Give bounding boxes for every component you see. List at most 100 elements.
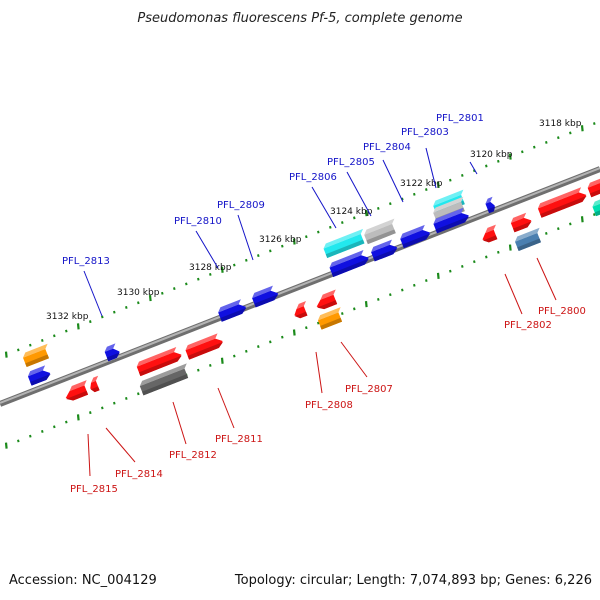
gene-top-face [252, 285, 273, 299]
gene-top-face [91, 375, 99, 383]
inner-minor-tick [557, 227, 560, 231]
outer-minor-tick [305, 235, 308, 239]
gene-pfl-2810 [218, 299, 247, 322]
outer-minor-tick [161, 291, 164, 295]
outer-major-tick [220, 266, 224, 273]
gene-label-bottom: PFL_2815 [70, 484, 118, 495]
gene-top-face [185, 333, 218, 351]
inner-minor-tick [17, 439, 20, 443]
inner-tick-track [4, 213, 596, 449]
leader-line-top [469, 161, 478, 175]
gene-top-face [329, 250, 364, 268]
gene-pfl-2807 [317, 307, 343, 330]
outer-minor-tick [257, 254, 260, 258]
outer-minor-tick [17, 348, 20, 352]
gene-shadow [294, 311, 308, 319]
outer-minor-tick [389, 202, 392, 206]
outer-major-tick [508, 153, 512, 160]
gene-red-2800a [510, 212, 532, 233]
gene-shadow [66, 390, 89, 401]
gene-top-face [433, 189, 464, 206]
inner-major-tick [580, 216, 584, 223]
outer-minor-tick [53, 334, 56, 338]
outer-minor-tick [197, 277, 200, 281]
inner-major-tick [76, 414, 80, 421]
inner-major-tick [364, 301, 368, 308]
inner-minor-tick [53, 425, 56, 429]
gene-shadow [482, 235, 498, 243]
inner-minor-tick [389, 293, 392, 297]
inner-minor-tick [317, 321, 320, 325]
gene-red-edge [587, 177, 600, 198]
outer-major-tick [76, 323, 80, 330]
outer-minor-tick [317, 230, 320, 234]
gene-red-right [537, 187, 587, 218]
inner-minor-tick [257, 345, 260, 349]
gene-top-face [364, 218, 395, 235]
gene-top-face [433, 196, 464, 213]
leader-line-top [195, 230, 219, 269]
inner-minor-tick [377, 298, 380, 301]
inner-minor-tick [89, 411, 92, 415]
gene-label-top: PFL_2810 [174, 216, 222, 227]
gene-top-face [485, 224, 496, 234]
outer-major-tick [292, 238, 296, 245]
outer-minor-tick [245, 258, 248, 262]
gene-shadow [435, 216, 470, 234]
leader-line-bottom [105, 427, 136, 463]
gene-top-face [218, 299, 241, 313]
gene-top-face [136, 346, 177, 367]
inner-major-tick [220, 357, 224, 364]
gene-pfl-2812 [139, 363, 189, 396]
gene-pfl-2800 [515, 227, 541, 252]
inner-minor-tick [461, 264, 464, 268]
gene-shadow [30, 373, 51, 386]
gene-pfl-2805 [371, 239, 398, 262]
gene-shadow [187, 341, 224, 360]
gene-label-bottom: PFL_2808 [305, 400, 353, 411]
gene-pfl-2806 [323, 228, 365, 258]
outer-minor-tick [413, 192, 416, 196]
backbone-highlight [0, 167, 600, 404]
gene-shadow [142, 374, 189, 396]
gene-pfl-2814 [65, 380, 89, 401]
map-title: Pseudomonas fluorescens Pf-5, complete g… [137, 11, 462, 26]
gene-label-bottom: PFL_2812 [169, 450, 217, 461]
leader-line-top [382, 159, 404, 203]
outer-minor-tick [533, 145, 536, 149]
inner-minor-tick [125, 397, 128, 400]
gene-top-face [104, 343, 116, 352]
outer-major-tick [364, 210, 368, 217]
gene-shadow [106, 352, 120, 362]
outer-minor-tick [341, 221, 344, 225]
leader-line-bottom [536, 257, 557, 301]
outer-minor-tick [209, 273, 212, 276]
gene-shadow [254, 294, 279, 308]
leader-line-bottom [315, 351, 323, 394]
gene-shadow [517, 238, 541, 252]
gene-top-face [27, 365, 46, 377]
outer-minor-tick [185, 282, 188, 286]
inner-minor-tick [269, 340, 272, 344]
scale-label: 3120 kbp [470, 150, 513, 160]
outer-minor-tick [137, 301, 140, 305]
gene-top-face [371, 239, 392, 253]
gene-shadow [373, 248, 398, 262]
inner-minor-tick [65, 420, 68, 424]
gene-shadow [331, 258, 369, 277]
inner-minor-tick [569, 222, 572, 226]
gene-shadow [317, 300, 338, 310]
gene-shadow [366, 229, 396, 245]
gene-top-face [537, 187, 582, 209]
inner-minor-tick [233, 354, 236, 358]
leader-line-bottom [172, 401, 187, 445]
gene-shadow [513, 221, 532, 233]
inner-minor-tick [245, 349, 248, 353]
inner-minor-tick [593, 213, 596, 217]
gene-orange-left [23, 343, 49, 368]
gene-top-face [485, 196, 493, 204]
outer-minor-tick [461, 173, 464, 177]
outer-minor-tick [485, 164, 488, 168]
outer-minor-tick [425, 188, 428, 192]
outer-minor-tick [521, 150, 524, 154]
